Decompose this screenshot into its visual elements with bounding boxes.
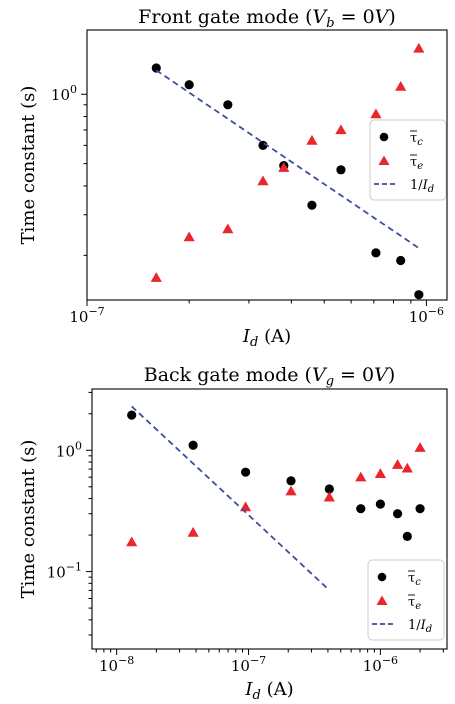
tau-e-point bbox=[183, 231, 195, 242]
legend-label: 1/Id bbox=[408, 618, 432, 635]
tau-c-point bbox=[392, 509, 403, 519]
chart-1: Front gate mode (Vb = 0V) Id (A) Time cons… bbox=[18, 6, 448, 350]
x-tick-label: 10−6 bbox=[363, 654, 398, 675]
legend-label: τe bbox=[410, 155, 423, 172]
y-axis-label: Time constant (s) bbox=[18, 440, 39, 599]
legend: τc τe 1/Id bbox=[367, 559, 445, 641]
legend-marker-circle bbox=[377, 572, 387, 582]
tau-e-point bbox=[391, 459, 404, 469]
tau-c-point bbox=[396, 255, 406, 266]
legend: τc τe 1/Id bbox=[369, 119, 447, 201]
tau-c-point bbox=[375, 499, 385, 509]
tau-e-point bbox=[374, 468, 386, 478]
tau-c-point bbox=[336, 165, 346, 175]
legend-marker-circle bbox=[379, 132, 389, 142]
legend-label: τc bbox=[410, 131, 423, 148]
legend-box bbox=[367, 559, 445, 641]
tau-c-point bbox=[402, 531, 412, 541]
tau-e-point bbox=[323, 491, 335, 502]
tau-e-point bbox=[370, 108, 382, 119]
tau-c-point bbox=[188, 440, 198, 450]
y-tick-label: 100 bbox=[51, 83, 77, 104]
fit-line-1-over-id bbox=[155, 69, 420, 249]
tau-e-point bbox=[413, 42, 425, 53]
legend-label: τe bbox=[408, 595, 421, 612]
x-tick-label: 10−6 bbox=[409, 305, 444, 326]
tau-c-point bbox=[127, 410, 137, 420]
tau-c-point bbox=[307, 200, 317, 210]
tau-e-point bbox=[401, 462, 413, 473]
tau-e-point bbox=[126, 536, 138, 547]
legend-box bbox=[369, 119, 447, 201]
fit-line-1-over-id bbox=[131, 405, 329, 590]
tau-c-point bbox=[151, 63, 161, 73]
tau-c-point bbox=[240, 467, 251, 477]
tau-c-point bbox=[223, 100, 233, 110]
tau-e-point bbox=[278, 162, 290, 172]
tau-e-point bbox=[222, 223, 234, 234]
tau-e-point bbox=[150, 272, 162, 282]
tau-e-point bbox=[257, 175, 269, 186]
tau-c-point bbox=[356, 504, 366, 514]
legend-marker-triangle bbox=[376, 595, 388, 605]
x-axis-label: Id (A) bbox=[242, 326, 291, 350]
tau-e-point bbox=[355, 471, 367, 482]
y-tick-label: 10−1 bbox=[47, 561, 82, 582]
tau-c-point bbox=[184, 80, 194, 90]
tau-e-point bbox=[187, 526, 199, 537]
tau-c-point bbox=[415, 504, 425, 514]
x-tick-label: 10−7 bbox=[231, 654, 266, 675]
y-tick-label: 100 bbox=[56, 439, 82, 460]
legend-marker-triangle bbox=[378, 155, 390, 165]
legend-label: 1/Id bbox=[410, 178, 434, 195]
tau-c-point bbox=[414, 290, 424, 300]
x-tick-label: 10−8 bbox=[99, 654, 134, 675]
legend-label: τc bbox=[408, 571, 421, 588]
tau-c-point bbox=[324, 484, 334, 494]
tau-e-point bbox=[335, 124, 347, 135]
plot-frame bbox=[91, 388, 448, 650]
plot-frame bbox=[86, 29, 448, 301]
tau-e-point bbox=[285, 485, 297, 496]
chart-title: Back gate mode (Vg = 0V) bbox=[144, 364, 396, 389]
tau-c-point bbox=[286, 476, 296, 486]
chart-2: Back gate mode (Vg = 0V) Id (A) Time const… bbox=[18, 364, 448, 703]
chart-title: Front gate mode (Vb = 0V) bbox=[138, 6, 396, 31]
tau-c-point bbox=[371, 248, 381, 258]
x-tick-label: 10−7 bbox=[69, 305, 104, 326]
x-axis-label: Id (A) bbox=[244, 679, 293, 703]
tau-e-point bbox=[306, 134, 318, 145]
tau-e-point bbox=[395, 80, 407, 91]
y-axis-label: Time constant (s) bbox=[18, 86, 39, 245]
tau-e-point bbox=[414, 442, 426, 452]
